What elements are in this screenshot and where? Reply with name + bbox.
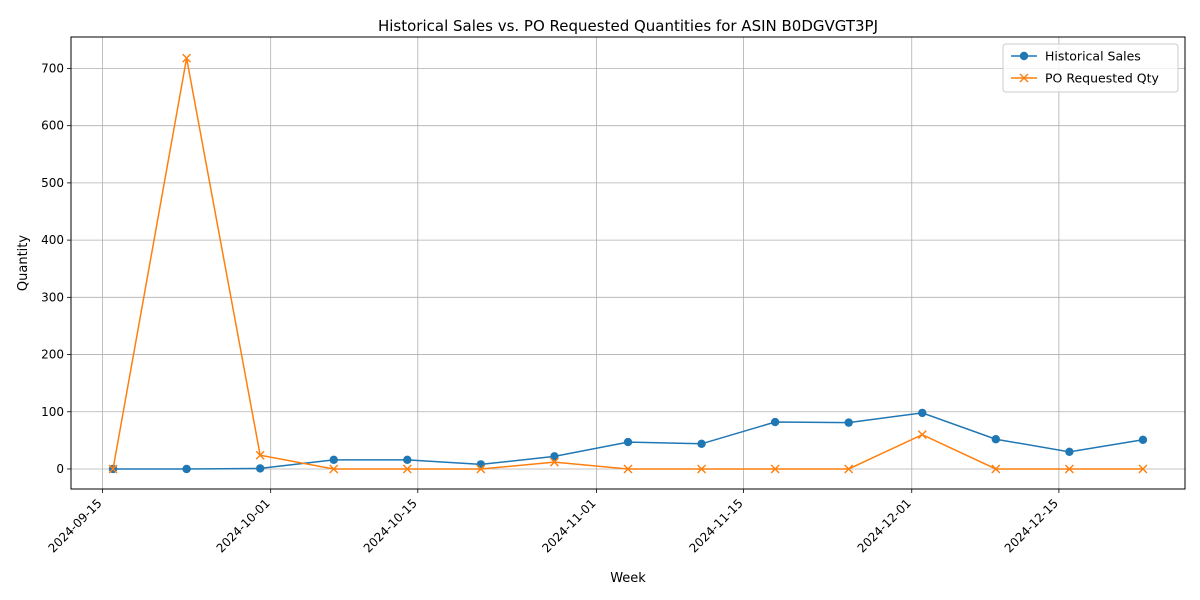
data-point: [770, 464, 780, 474]
legend-label: PO Requested Qty: [1045, 71, 1159, 86]
y-tick-label: 500: [41, 176, 64, 190]
data-point: [1065, 447, 1074, 457]
legend-item: PO Requested Qty: [1011, 71, 1159, 86]
data-point: [1138, 435, 1148, 444]
legend-marker: [1019, 73, 1029, 83]
data-point: [549, 457, 559, 467]
data-point: [1138, 464, 1148, 474]
data-point: [476, 464, 486, 474]
legend-label: Historical Sales: [1045, 49, 1141, 64]
x-axis-label: Week: [610, 571, 646, 586]
data-point: [182, 464, 191, 474]
data-point: [917, 430, 927, 440]
legend-item: Historical Sales: [1011, 49, 1141, 64]
data-point: [550, 452, 559, 461]
series-0: [108, 408, 1148, 474]
y-tick-label: 400: [41, 233, 64, 247]
x-tick-label: 2024-10-01: [214, 496, 273, 555]
data-point: [108, 464, 118, 474]
grid: [71, 37, 1185, 489]
data-point: [991, 435, 1001, 444]
data-point: [329, 455, 338, 465]
plot-frame: [70, 36, 1186, 490]
x-tick-label: 2024-11-15: [687, 496, 746, 555]
series-line: [112, 58, 1143, 470]
chart-title: Historical Sales vs. PO Requested Quanti…: [378, 17, 878, 35]
data-point: [402, 464, 412, 474]
data-point: [255, 464, 265, 473]
y-tick-label: 200: [41, 348, 64, 362]
data-point: [623, 464, 633, 474]
data-point: [844, 418, 853, 427]
legend: Historical Sales PO Requested Qty: [1002, 43, 1179, 93]
ticks: 2024-09-15 2024-10-01 2024-10-15 2024-11-01…: [41, 61, 1061, 555]
data-point: [918, 408, 927, 418]
y-tick-label: 0: [56, 462, 64, 476]
y-tick-label: 600: [41, 119, 64, 133]
data-point: [403, 455, 412, 465]
data-point: [182, 53, 192, 63]
data-point: [329, 464, 339, 474]
y-tick-label: 700: [41, 61, 64, 75]
x-tick-label: 2024-09-15: [45, 496, 104, 555]
data-point: [697, 439, 706, 448]
series-layer: [108, 53, 1148, 474]
data-point: [697, 464, 707, 474]
y-tick-label: 300: [41, 290, 64, 304]
y-tick-label: 100: [41, 405, 64, 419]
x-tick-label: 2024-12-15: [1002, 496, 1061, 555]
data-point: [991, 464, 1001, 474]
data-point: [255, 450, 265, 460]
legend-marker: [1019, 51, 1029, 61]
series-1: [108, 53, 1148, 474]
x-tick-label: 2024-11-01: [539, 496, 598, 555]
data-point: [623, 437, 633, 447]
data-point: [476, 460, 486, 469]
data-point: [844, 464, 854, 474]
x-tick-label: 2024-10-15: [361, 496, 420, 555]
x-tick-label: 2024-12-01: [855, 496, 914, 555]
legend-box: [1002, 43, 1179, 93]
data-point: [770, 417, 780, 427]
y-axis-label: Quantity: [16, 235, 31, 291]
data-point: [1064, 464, 1074, 474]
